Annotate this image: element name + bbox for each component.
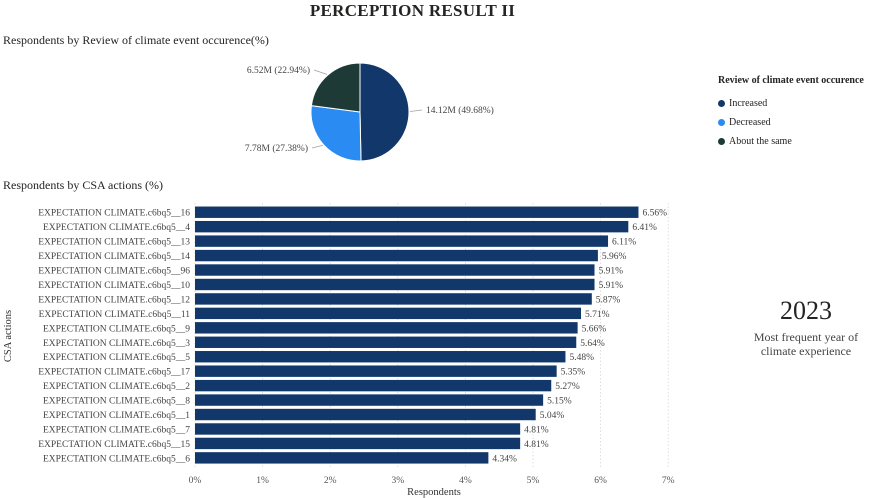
page-title: PERCEPTION RESULT II bbox=[309, 1, 516, 20]
x-tick-label: 2% bbox=[324, 476, 337, 486]
bar-data-label: 5.27% bbox=[555, 382, 580, 392]
bar-data-label: 5.71% bbox=[585, 310, 610, 320]
bar-data-label: 5.96% bbox=[602, 252, 627, 262]
pie-chart-title: Respondents by Review of climate event o… bbox=[3, 33, 269, 47]
y-tick-label: EXPECTATION CLIMATE.c6bq5__11 bbox=[39, 310, 191, 320]
legend-item-about-the-same[interactable]: About the same bbox=[718, 132, 864, 151]
pie-slice bbox=[310, 105, 362, 162]
bar bbox=[195, 235, 609, 247]
y-tick-label: EXPECTATION CLIMATE.c6bq5__5 bbox=[43, 353, 190, 363]
bar-data-label: 6.11% bbox=[612, 238, 636, 248]
bar-data-label: 5.15% bbox=[547, 397, 572, 407]
y-tick-label: EXPECTATION CLIMATE.c6bq5__17 bbox=[38, 368, 190, 378]
pie-slice bbox=[310, 62, 361, 113]
y-tick-label: EXPECTATION CLIMATE.c6bq5__96 bbox=[38, 267, 190, 277]
y-tick-label: EXPECTATION CLIMATE.c6bq5__4 bbox=[43, 223, 190, 233]
pie-leader-line bbox=[311, 144, 323, 149]
bar-data-label: 5.48% bbox=[569, 353, 594, 363]
kpi-card: 2023 Most frequent year of climate exper… bbox=[735, 296, 877, 358]
bar bbox=[195, 365, 557, 377]
x-tick-label: 4% bbox=[459, 476, 472, 486]
bar bbox=[195, 423, 521, 435]
bar bbox=[195, 293, 592, 305]
y-tick-label: EXPECTATION CLIMATE.c6bq5__7 bbox=[43, 425, 190, 435]
bar-data-label: 5.66% bbox=[582, 324, 607, 334]
y-axis-title: CSA actions bbox=[3, 310, 14, 362]
y-tick-label: EXPECTATION CLIMATE.c6bq5__15 bbox=[38, 440, 190, 450]
y-tick-label: EXPECTATION CLIMATE.c6bq5__6 bbox=[43, 454, 190, 464]
bar bbox=[195, 336, 577, 348]
x-tick-label: 1% bbox=[256, 476, 269, 486]
legend-title: Review of climate event occurence bbox=[718, 75, 864, 86]
x-tick-label: 0% bbox=[189, 476, 202, 486]
bar-data-label: 4.81% bbox=[524, 425, 549, 435]
bar-data-label: 5.04% bbox=[540, 411, 565, 421]
legend-item-decreased[interactable]: Decreased bbox=[718, 113, 864, 132]
bar-data-label: 4.81% bbox=[524, 440, 549, 450]
x-axis-title: Respondents bbox=[407, 487, 461, 498]
bar-data-label: 6.41% bbox=[632, 223, 657, 233]
x-tick-label: 5% bbox=[527, 476, 540, 486]
y-tick-label: EXPECTATION CLIMATE.c6bq5__9 bbox=[43, 324, 190, 334]
y-tick-label: EXPECTATION CLIMATE.c6bq5__13 bbox=[38, 238, 190, 248]
bar bbox=[195, 437, 521, 450]
pie-leader-line bbox=[409, 109, 423, 112]
kpi-label-line1: Most frequent year of bbox=[753, 330, 859, 344]
pie-leader-line bbox=[313, 69, 328, 75]
bar-data-label: 5.87% bbox=[596, 295, 621, 305]
y-tick-label: EXPECTATION CLIMATE.c6bq5__8 bbox=[43, 397, 190, 407]
legend-swatch bbox=[718, 138, 725, 145]
pie-data-label: 7.78M (27.38%) bbox=[245, 143, 308, 154]
kpi-label-line2: climate experience bbox=[760, 344, 852, 358]
bar bbox=[195, 220, 629, 233]
pie-data-label: 14.12M (49.68%) bbox=[426, 105, 494, 116]
bar bbox=[195, 351, 566, 363]
y-tick-label: EXPECTATION CLIMATE.c6bq5__2 bbox=[43, 382, 190, 392]
y-tick-label: EXPECTATION CLIMATE.c6bq5__16 bbox=[38, 209, 190, 219]
bar bbox=[195, 278, 595, 291]
pie-data-label: 6.52M (22.94%) bbox=[247, 65, 310, 76]
bar bbox=[195, 264, 595, 276]
pie-legend: Review of climate event occurence Increa… bbox=[718, 75, 864, 151]
legend-swatch bbox=[718, 119, 725, 126]
bar bbox=[195, 379, 552, 392]
x-tick-label: 6% bbox=[594, 476, 607, 486]
legend-label: About the same bbox=[729, 135, 792, 147]
bar bbox=[195, 394, 544, 406]
kpi-label: Most frequent year of climate experience bbox=[735, 330, 877, 358]
x-tick-label: 7% bbox=[662, 476, 675, 486]
bar-data-label: 5.91% bbox=[599, 267, 624, 277]
bar bbox=[195, 322, 578, 334]
x-tick-label: 3% bbox=[391, 476, 404, 486]
bar-data-label: 5.35% bbox=[561, 368, 586, 378]
bar bbox=[195, 452, 489, 464]
bar-data-label: 6.56% bbox=[642, 209, 667, 219]
kpi-value: 2023 bbox=[780, 296, 832, 325]
bar-data-label: 4.34% bbox=[492, 454, 517, 464]
bar bbox=[195, 249, 598, 262]
pie-slice bbox=[359, 62, 410, 162]
y-tick-label: EXPECTATION CLIMATE.c6bq5__3 bbox=[43, 339, 190, 349]
bar bbox=[195, 307, 581, 320]
y-tick-label: EXPECTATION CLIMATE.c6bq5__10 bbox=[38, 281, 190, 291]
bar bbox=[195, 206, 639, 218]
y-tick-label: EXPECTATION CLIMATE.c6bq5__14 bbox=[38, 252, 190, 262]
bar-data-label: 5.64% bbox=[580, 339, 605, 349]
bar-chart-title: Respondents by CSA actions (%) bbox=[3, 178, 163, 192]
y-tick-label: EXPECTATION CLIMATE.c6bq5__1 bbox=[43, 411, 190, 421]
bar bbox=[195, 408, 536, 421]
legend-swatch bbox=[718, 100, 725, 107]
legend-label: Decreased bbox=[729, 116, 771, 128]
bar-data-label: 5.91% bbox=[599, 281, 624, 291]
legend-label: Increased bbox=[729, 97, 768, 109]
y-tick-label: EXPECTATION CLIMATE.c6bq5__12 bbox=[38, 295, 190, 305]
legend-item-increased[interactable]: Increased bbox=[718, 94, 864, 113]
